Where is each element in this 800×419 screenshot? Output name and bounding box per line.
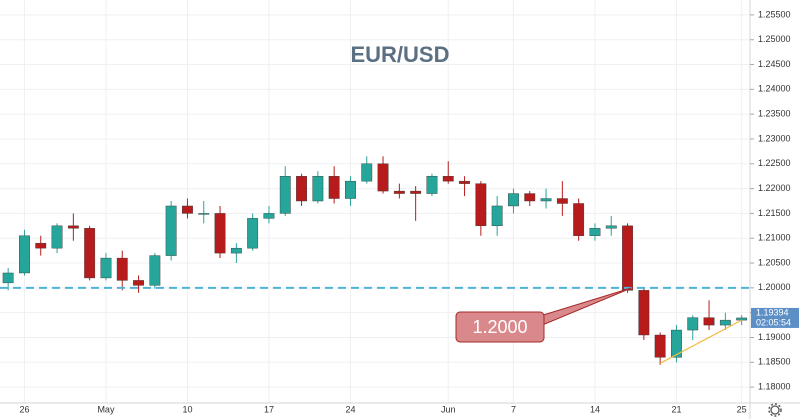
candle-body xyxy=(393,190,405,194)
candle-body xyxy=(589,228,601,236)
trendline xyxy=(659,319,742,364)
settings-icon[interactable] xyxy=(768,403,782,417)
candle-body xyxy=(736,317,748,321)
candle-body xyxy=(540,198,552,202)
candle-body xyxy=(67,225,79,229)
y-tick-label: 1.22500 xyxy=(758,158,791,168)
candle-body xyxy=(638,290,650,336)
y-tick-label: 1.24000 xyxy=(758,84,791,94)
x-tick-label: May xyxy=(97,404,115,414)
y-tick-label: 1.21500 xyxy=(758,208,791,218)
candle-body xyxy=(296,175,307,202)
candle-body xyxy=(182,205,193,214)
candle-body xyxy=(361,163,373,182)
x-tick-label: 10 xyxy=(182,404,192,414)
candle-body xyxy=(214,213,226,254)
callout-box xyxy=(455,311,545,343)
candle-body xyxy=(84,228,96,279)
candle-body xyxy=(573,203,585,236)
candle-body xyxy=(491,205,503,227)
y-tick-label: 1.23500 xyxy=(758,109,791,119)
candle-body xyxy=(459,180,470,184)
candle-body xyxy=(328,175,340,199)
callout-label: 1.2000 xyxy=(472,317,527,337)
candle-body xyxy=(100,257,112,279)
plot xyxy=(2,156,748,365)
y-tick-label: 1.25500 xyxy=(758,9,791,19)
candle-body xyxy=(312,175,324,202)
x-tick-label: 14 xyxy=(590,404,600,414)
y-tick-label: 1.25000 xyxy=(758,34,791,44)
x-tick-label: 24 xyxy=(345,404,355,414)
y-tick-label: 1.24500 xyxy=(758,59,791,69)
candle-body xyxy=(654,334,666,358)
grid xyxy=(0,0,750,403)
candle-body xyxy=(2,272,14,284)
candle-body xyxy=(426,175,438,194)
y-tick-label: 1.21000 xyxy=(758,233,791,243)
candle-body xyxy=(622,225,633,291)
candle-body xyxy=(149,255,161,286)
last-price-box xyxy=(751,307,799,328)
chart-title: EUR/USD xyxy=(350,42,449,67)
last-price-label: 1.19394 xyxy=(756,307,789,317)
candle-body xyxy=(524,193,536,202)
gear-teeth[interactable] xyxy=(768,403,782,417)
candle-body xyxy=(410,190,422,194)
x-tick-label: 17 xyxy=(264,404,274,414)
x-tick-label: 26 xyxy=(19,404,29,414)
candle-body xyxy=(165,205,177,256)
candle-body xyxy=(345,180,356,199)
candle-body xyxy=(703,317,715,326)
y-tick-label: 1.18500 xyxy=(758,357,791,367)
y-tick-label: 1.20500 xyxy=(758,257,791,267)
candle-body xyxy=(198,213,210,215)
candle-body xyxy=(19,235,30,274)
candle-body xyxy=(719,319,731,326)
candle-body xyxy=(230,247,242,254)
candle-body xyxy=(687,317,699,331)
candle-body xyxy=(279,175,291,214)
y-tick-label: 1.23000 xyxy=(758,133,791,143)
candle-body xyxy=(247,218,259,249)
x-tick-label: 21 xyxy=(671,404,681,414)
countdown-label: 02:05:54 xyxy=(756,317,791,327)
candle-body xyxy=(377,163,389,192)
candle-body xyxy=(442,175,454,182)
y-tick-label: 1.22000 xyxy=(758,183,791,193)
x-tick-label: 7 xyxy=(511,404,516,414)
candle-body xyxy=(556,198,568,204)
y-tick-label: 1.19000 xyxy=(758,332,791,342)
candle-body xyxy=(605,225,617,229)
candle-body xyxy=(263,213,275,219)
x-tick-label: 25 xyxy=(737,404,747,414)
x-tick-label: Jun xyxy=(441,404,456,414)
candle-body xyxy=(508,193,519,207)
candle-body xyxy=(671,329,682,358)
candle-body xyxy=(35,242,47,249)
candle-body xyxy=(116,257,128,281)
candle-body xyxy=(475,183,487,227)
gear[interactable] xyxy=(770,405,780,415)
y-tick-label: 1.20000 xyxy=(758,282,791,292)
candle-body xyxy=(133,280,144,286)
y-tick-label: 1.18000 xyxy=(758,381,791,391)
candle-body xyxy=(51,225,63,249)
